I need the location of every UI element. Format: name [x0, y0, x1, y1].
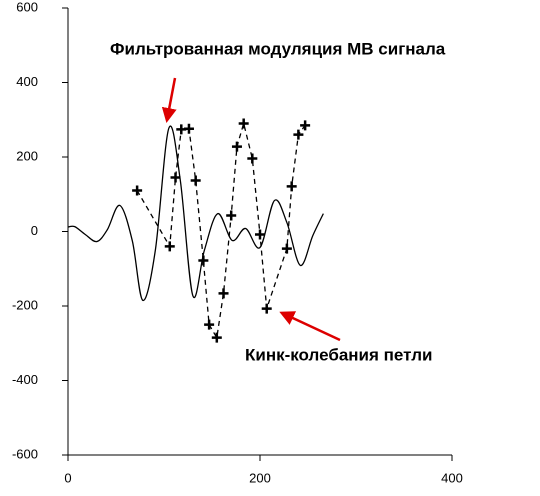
line — [136, 120, 306, 340]
arrow — [161, 77, 177, 123]
marker — [247, 153, 258, 164]
y-tick-label: -400 — [12, 372, 38, 387]
marker — [238, 118, 249, 129]
marker — [132, 185, 143, 196]
marker — [300, 120, 311, 131]
marker — [286, 181, 297, 192]
x-tick-label: 0 — [64, 470, 71, 485]
marker — [281, 243, 292, 254]
marker — [255, 229, 265, 240]
x-tick-label: 400 — [441, 470, 463, 485]
y-tick-label: -600 — [12, 446, 38, 461]
annotation: Фильтрованная модуляция МВ сигнала — [110, 39, 446, 58]
marker — [218, 288, 229, 299]
marker — [293, 129, 304, 140]
marker — [226, 210, 237, 221]
marker — [261, 303, 272, 314]
y-tick-label: 0 — [31, 223, 38, 238]
y-tick-label: 600 — [16, 0, 38, 14]
marker — [190, 175, 201, 186]
marker — [164, 241, 175, 252]
x-tick-label: 200 — [249, 470, 271, 485]
marker — [204, 319, 215, 330]
marker — [198, 255, 209, 266]
line — [67, 125, 324, 302]
arrow — [279, 311, 341, 342]
marker — [231, 141, 242, 152]
marker — [170, 172, 181, 183]
y-tick-label: 200 — [16, 148, 38, 163]
y-tick-label: -200 — [12, 297, 38, 312]
marker — [183, 123, 194, 134]
marker — [211, 332, 222, 343]
annotation: Кинк-колебания петли — [245, 345, 432, 364]
y-tick-label: 400 — [16, 74, 38, 89]
